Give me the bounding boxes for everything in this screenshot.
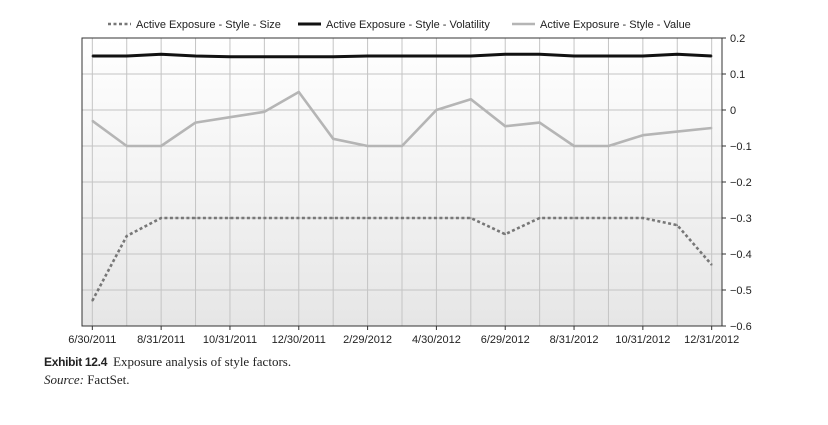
x-tick-label: 4/30/2012 (412, 334, 461, 346)
data-point (710, 55, 713, 57)
source-value: FactSet. (87, 372, 130, 387)
data-point (470, 217, 472, 219)
x-tick-label: 8/31/2011 (137, 334, 185, 346)
data-point (538, 121, 541, 124)
y-tick-label: −0.2 (730, 177, 752, 189)
data-point (297, 55, 300, 58)
data-point (297, 91, 300, 93)
x-tick-label: 2/29/2012 (343, 334, 392, 346)
x-tick-label: 6/30/2011 (68, 334, 116, 346)
legend-label: Active Exposure - Style - Value (540, 19, 691, 31)
exhibit-label: Exhibit 12.4 (44, 355, 108, 369)
y-tick-label: −0.6 (730, 321, 752, 333)
x-tick-label: 12/31/2012 (684, 334, 739, 346)
data-point (607, 55, 610, 57)
data-point (194, 217, 197, 219)
legend-label: Active Exposure - Style - Volatility (326, 19, 490, 31)
data-point (91, 300, 94, 302)
data-point (676, 53, 679, 55)
line-chart: 0.2 0.1 0 −0.1 −0.2 −0.3 −0.4 −0.5 −0.6 6/30/201… (68, 19, 752, 346)
x-tick-label: 12/30/2011 (272, 334, 326, 346)
y-tick-label: 0.1 (730, 69, 745, 81)
x-tick-label: 6/29/2012 (481, 334, 530, 346)
data-point (160, 53, 162, 55)
y-tick-label: −0.4 (730, 249, 752, 261)
series-lines (91, 52, 713, 302)
data-point (332, 138, 334, 140)
data-point (435, 109, 438, 111)
data-point (642, 55, 644, 57)
figure-caption: Exhibit 12.4 Exposure analysis of style f… (44, 354, 291, 370)
data-point (435, 217, 438, 219)
data-point (710, 127, 713, 129)
data-point (366, 217, 369, 219)
data-point (91, 55, 94, 57)
y-tick-label: 0.2 (730, 33, 745, 45)
data-point (332, 55, 334, 58)
data-point (470, 98, 472, 100)
data-point (263, 217, 266, 219)
data-point (401, 55, 403, 57)
data-point (538, 53, 541, 55)
data-point (710, 264, 713, 266)
data-point (401, 217, 403, 219)
data-point (229, 55, 231, 58)
data-point (573, 217, 575, 219)
data-point (366, 55, 369, 57)
data-point (125, 55, 128, 57)
y-tick-label: −0.1 (730, 141, 752, 153)
y-tick-label: −0.5 (730, 285, 752, 297)
y-tick-label: 0 (730, 105, 736, 117)
data-point (332, 217, 334, 219)
data-point (504, 125, 507, 127)
caption-text: Exposure analysis of style factors. (113, 354, 292, 369)
data-point (229, 116, 231, 118)
data-point (366, 145, 369, 147)
data-point (263, 55, 266, 58)
data-point (642, 134, 644, 136)
data-point (297, 217, 300, 219)
data-point (470, 55, 472, 57)
legend: Active Exposure - Style - Size Active Exp… (108, 19, 691, 31)
data-point (573, 55, 575, 57)
data-point (642, 217, 644, 219)
y-axis: 0.2 0.1 0 −0.1 −0.2 −0.3 −0.4 −0.5 −0.6 (722, 33, 752, 333)
y-tick-label: −0.3 (730, 213, 752, 225)
legend-label: Active Exposure - Style - Size (136, 19, 281, 31)
data-point (607, 145, 610, 147)
data-point (125, 235, 128, 237)
data-point (125, 145, 128, 147)
data-point (194, 121, 197, 124)
source-label: Source: (44, 372, 84, 387)
data-point (160, 217, 162, 219)
data-point (538, 217, 541, 219)
data-point (160, 145, 162, 147)
data-point (504, 53, 507, 55)
x-tick-label: 10/31/2012 (615, 334, 670, 346)
data-point (229, 217, 231, 219)
data-point (263, 111, 266, 113)
data-point (504, 233, 507, 235)
data-point (401, 145, 403, 147)
x-tick-label: 10/31/2011 (203, 334, 257, 346)
data-point (607, 217, 610, 219)
data-point (573, 145, 575, 147)
x-axis: 6/30/2011 8/31/2011 10/31/2011 12/30/2011 2/… (68, 326, 739, 346)
data-point (194, 55, 197, 57)
data-point (676, 130, 679, 133)
source-line: Source: FactSet. (44, 372, 129, 388)
x-tick-label: 8/31/2012 (550, 334, 599, 346)
data-point (435, 55, 438, 57)
data-point (676, 224, 679, 226)
data-point (91, 120, 94, 122)
